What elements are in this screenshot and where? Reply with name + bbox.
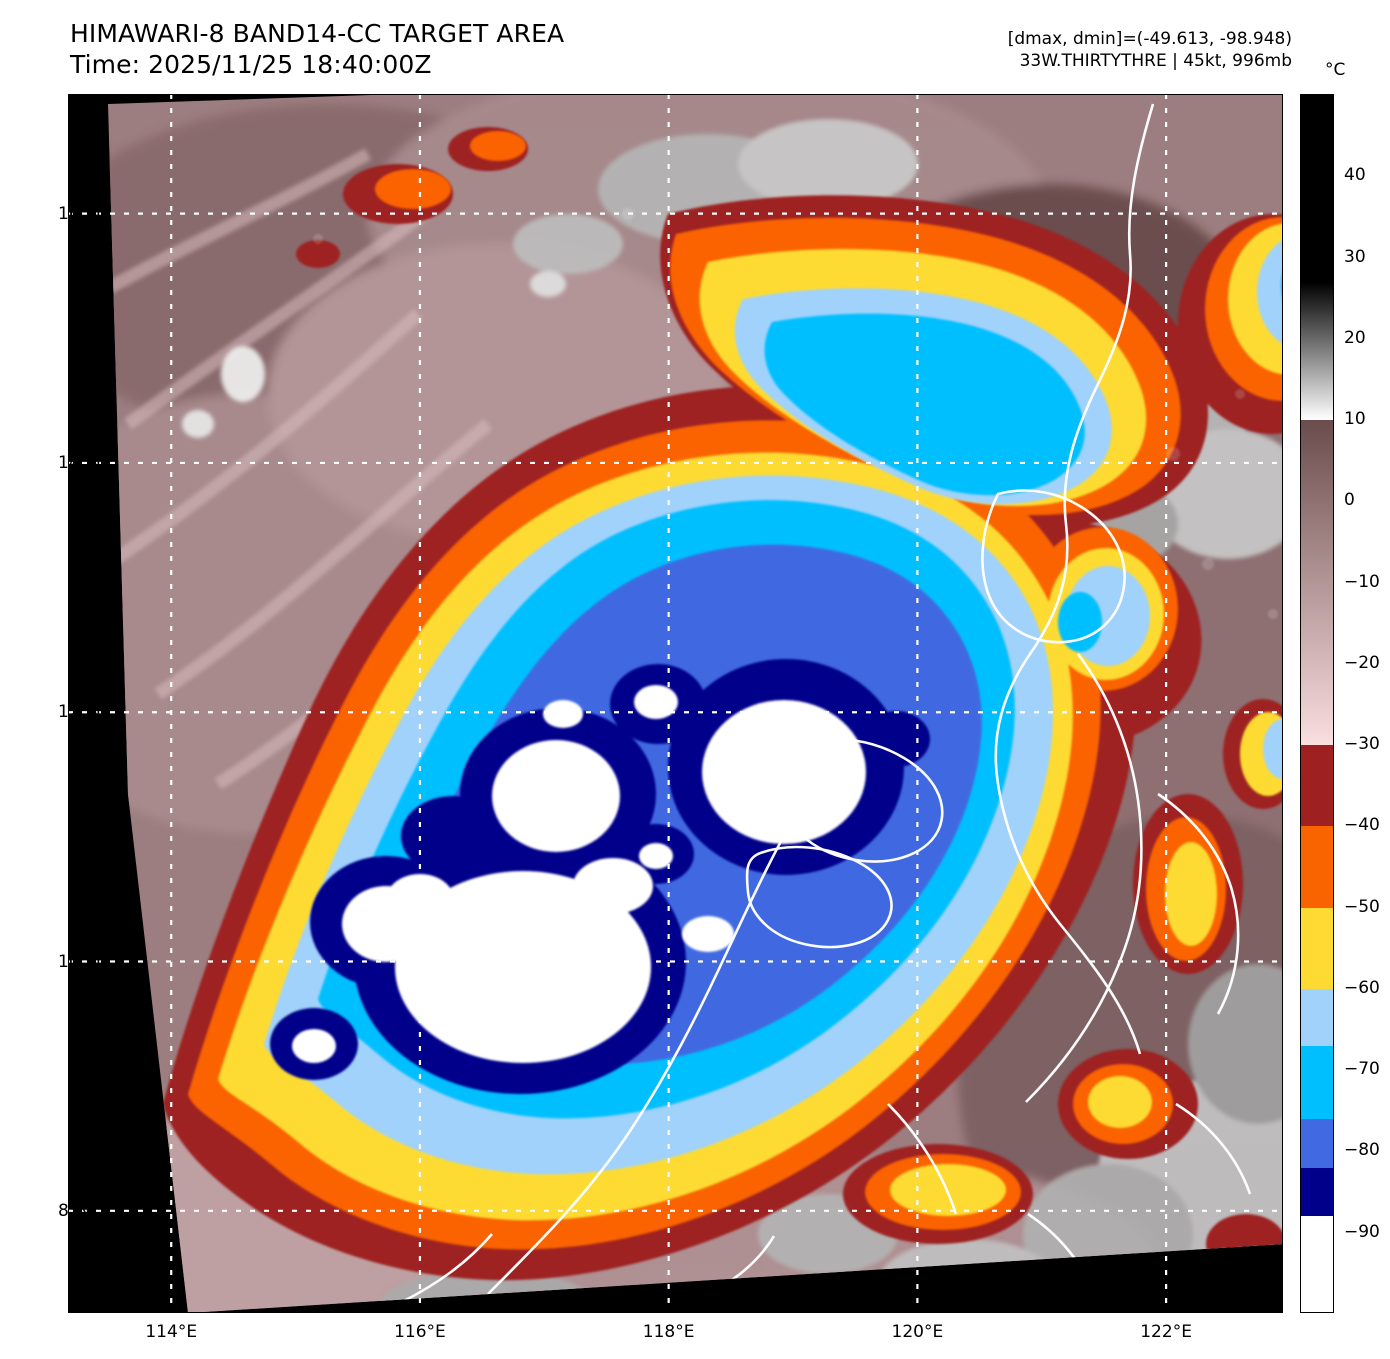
page-title: HIMAWARI-8 BAND14-CC TARGET AREA (70, 19, 565, 48)
x-tick-118°E: 118°E (642, 1322, 695, 1342)
colorbar-segment-9 (1301, 1167, 1333, 1217)
x-tick-120°E: 120°E (891, 1322, 944, 1342)
y-tick-10°N: 10°N (58, 951, 101, 972)
satellite-image-plot[interactable]: Copyright © 2020-2025 Dapiya (68, 94, 1283, 1313)
colorbar-tick--90: −90 (1344, 1221, 1380, 1242)
colorbar-segment-2 (1301, 420, 1333, 746)
colorbar-tick--10: −10 (1344, 571, 1380, 592)
title-block: HIMAWARI-8 BAND14-CC TARGET AREA Time: 2… (70, 18, 564, 80)
colorbar-segment-0 (1301, 95, 1333, 282)
colorbar-tick--20: −20 (1344, 652, 1380, 673)
colorbar-tick--50: −50 (1344, 896, 1380, 917)
colorbar-segment-5 (1301, 907, 1333, 989)
coastline-overlay (397, 103, 1252, 1306)
colorbar-segment-1 (1301, 281, 1333, 421)
x-tick-116°E: 116°E (394, 1322, 446, 1342)
colorbar-tick-20: 20 (1344, 327, 1366, 348)
x-tick-122°E: 122°E (1140, 1322, 1192, 1342)
y-tick-8°N: 8°N (58, 1200, 91, 1221)
colorbar-tick-30: 30 (1344, 246, 1366, 267)
colorbar-segment-7 (1301, 1045, 1333, 1119)
colorbar-tick--40: −40 (1344, 815, 1380, 836)
y-tick-12°N: 12°N (58, 702, 101, 723)
dmax-dmin-label: [dmax, dmin]=(-49.613, -98.948) (1007, 29, 1292, 49)
colorbar-segment-3 (1301, 745, 1333, 827)
satellite-imagery-canvas (68, 94, 1283, 1313)
colorbar-tick-10: 10 (1344, 409, 1366, 430)
graticule-gridlines (68, 94, 1283, 1313)
colorbar-segment-10 (1301, 1216, 1333, 1312)
colorbar-tick-0: 0 (1344, 490, 1355, 511)
storm-info-label: 33W.THIRTYTHRE | 45kt, 996mb (1019, 51, 1292, 71)
colorbar-segment-8 (1301, 1118, 1333, 1168)
metadata-block: [dmax, dmin]=(-49.613, -98.948) 33W.THIR… (1008, 28, 1292, 72)
colorbar[interactable] (1300, 94, 1334, 1313)
colorbar-tick--70: −70 (1344, 1059, 1380, 1080)
colorbar-tick-40: 40 (1344, 165, 1366, 186)
colorbar-segment-4 (1301, 826, 1333, 908)
y-tick-14°N: 14°N (58, 452, 101, 473)
timestamp-label: Time: 2025/11/25 18:40:00Z (70, 50, 432, 79)
y-tick-16°N: 16°N (58, 203, 101, 224)
x-tick-114°E: 114°E (145, 1322, 198, 1342)
colorbar-segment-6 (1301, 988, 1333, 1046)
colorbar-tick--80: −80 (1344, 1140, 1380, 1161)
colorbar-unit-label: °C (1325, 60, 1346, 80)
colorbar-tick--60: −60 (1344, 977, 1380, 998)
colorbar-tick--30: −30 (1344, 734, 1380, 755)
